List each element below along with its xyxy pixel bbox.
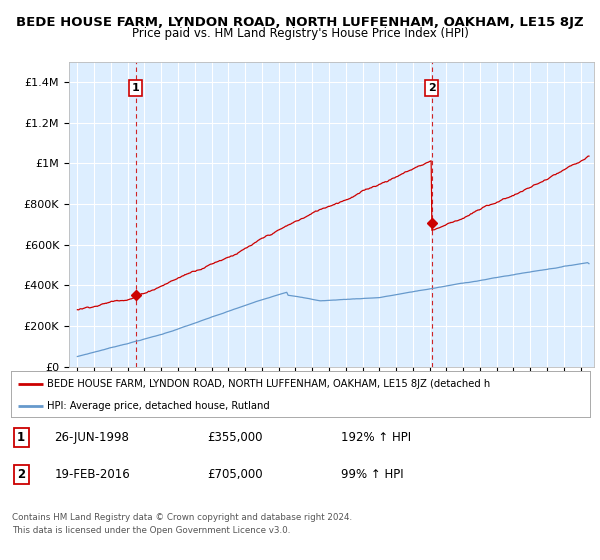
Text: HPI: Average price, detached house, Rutland: HPI: Average price, detached house, Rutl… — [47, 401, 270, 410]
Text: 26-JUN-1998: 26-JUN-1998 — [54, 431, 129, 444]
Text: 2: 2 — [428, 83, 436, 93]
Text: Price paid vs. HM Land Registry's House Price Index (HPI): Price paid vs. HM Land Registry's House … — [131, 27, 469, 40]
Text: BEDE HOUSE FARM, LYNDON ROAD, NORTH LUFFENHAM, OAKHAM, LE15 8JZ (detached h: BEDE HOUSE FARM, LYNDON ROAD, NORTH LUFF… — [47, 379, 491, 389]
Text: This data is licensed under the Open Government Licence v3.0.: This data is licensed under the Open Gov… — [12, 526, 290, 535]
Text: 1: 1 — [132, 83, 140, 93]
Text: 19-FEB-2016: 19-FEB-2016 — [54, 468, 130, 481]
Text: BEDE HOUSE FARM, LYNDON ROAD, NORTH LUFFENHAM, OAKHAM, LE15 8JZ: BEDE HOUSE FARM, LYNDON ROAD, NORTH LUFF… — [16, 16, 584, 29]
Text: Contains HM Land Registry data © Crown copyright and database right 2024.: Contains HM Land Registry data © Crown c… — [12, 513, 352, 522]
Text: £705,000: £705,000 — [208, 468, 263, 481]
Text: 2: 2 — [17, 468, 25, 481]
Text: £355,000: £355,000 — [208, 431, 263, 444]
Text: 1: 1 — [17, 431, 25, 444]
Text: 192% ↑ HPI: 192% ↑ HPI — [341, 431, 411, 444]
Text: 99% ↑ HPI: 99% ↑ HPI — [341, 468, 403, 481]
